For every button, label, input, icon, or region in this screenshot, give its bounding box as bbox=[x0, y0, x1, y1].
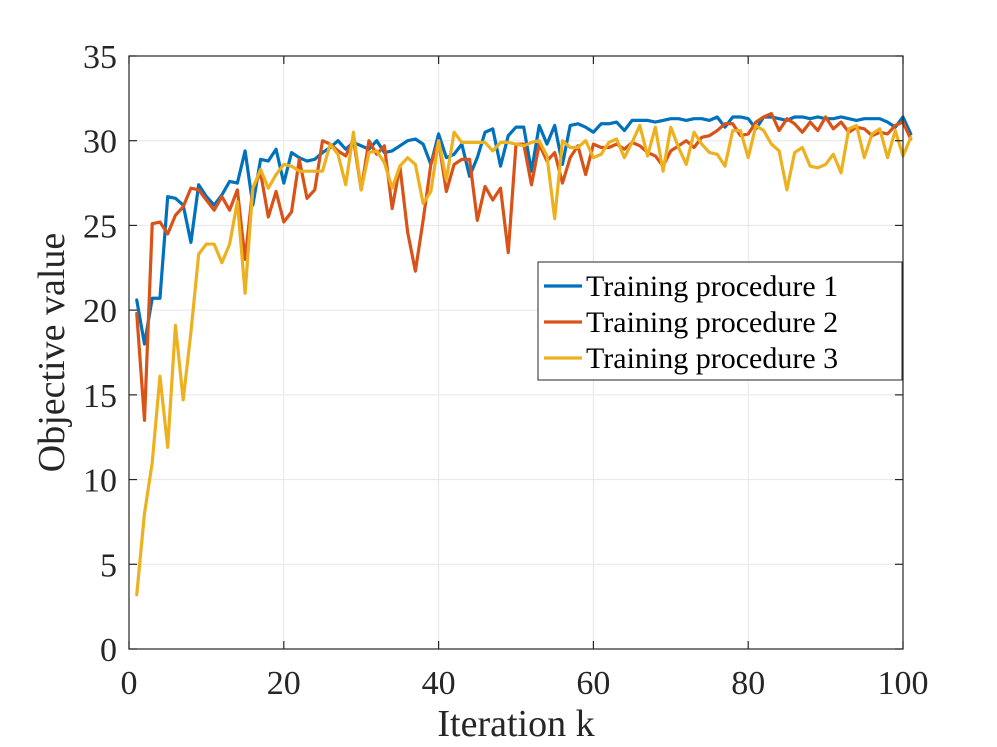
x-tick-label: 40 bbox=[422, 665, 456, 702]
y-tick-label: 10 bbox=[83, 463, 117, 500]
legend-box bbox=[537, 261, 903, 381]
x-axis-title: Iteration k bbox=[437, 703, 594, 745]
series-group bbox=[135, 112, 913, 597]
y-tick-label: 0 bbox=[100, 632, 117, 669]
x-tick-label: 100 bbox=[878, 665, 929, 702]
x-tick-label: 60 bbox=[576, 665, 610, 702]
y-axis-title: Objective value bbox=[31, 233, 73, 473]
series-line-3 bbox=[135, 123, 913, 597]
y-tick-label: 20 bbox=[83, 293, 117, 330]
legend-entry-label: Training procedure 3 bbox=[586, 342, 838, 375]
legend-entry-label: Training procedure 1 bbox=[586, 270, 838, 303]
y-tick-label: 25 bbox=[83, 208, 117, 245]
legend-entry-label: Training procedure 2 bbox=[586, 306, 838, 339]
y-tick-label: 30 bbox=[83, 124, 117, 161]
y-tick-label: 15 bbox=[83, 378, 117, 415]
ticks: 0 20 40 60 80 100 0 5 10 15 20 25 30 35 bbox=[83, 39, 929, 702]
y-tick-label: 5 bbox=[100, 547, 117, 584]
series-line-1 bbox=[135, 115, 913, 346]
x-tick-label: 20 bbox=[267, 665, 301, 702]
x-tick-label: 0 bbox=[121, 665, 138, 702]
plot-frame bbox=[128, 55, 904, 650]
x-tick-label: 80 bbox=[731, 665, 765, 702]
y-tick-label: 35 bbox=[83, 39, 117, 76]
